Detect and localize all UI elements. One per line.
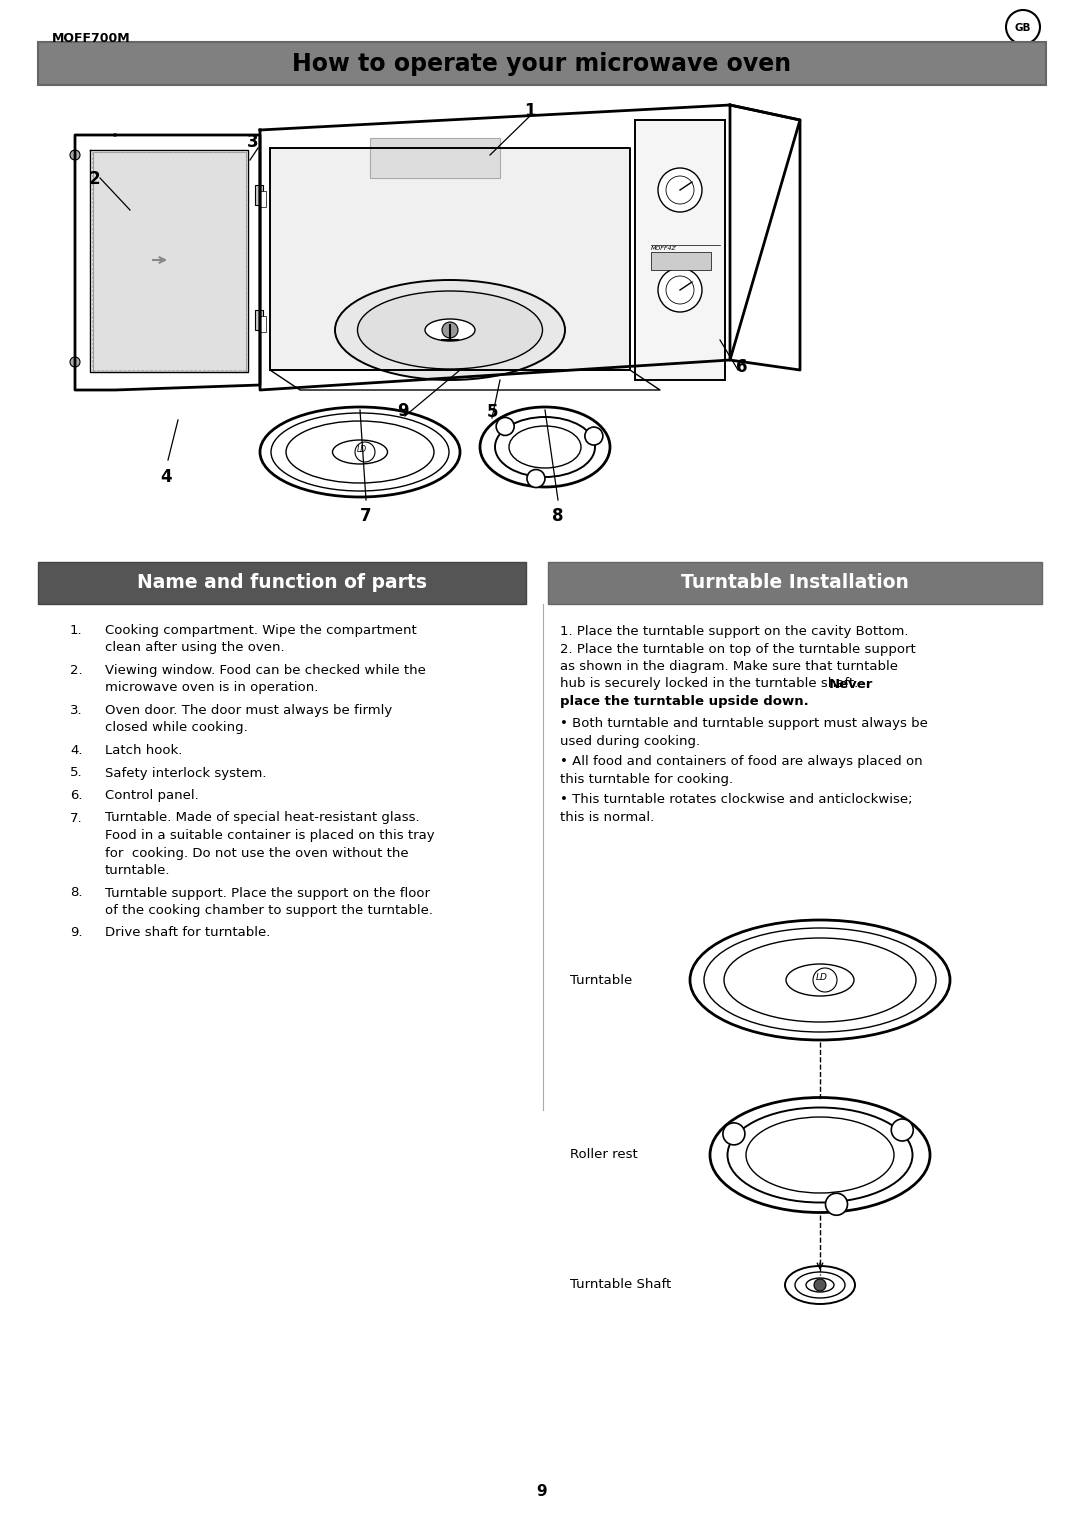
Text: MOFF700M: MOFF700M [52, 32, 131, 44]
Ellipse shape [495, 417, 595, 477]
Circle shape [585, 426, 603, 445]
Text: 7.: 7. [70, 811, 83, 825]
Ellipse shape [333, 440, 388, 465]
Text: this is normal.: this is normal. [561, 811, 654, 824]
Text: Food in a suitable container is placed on this tray: Food in a suitable container is placed o… [105, 830, 434, 842]
Text: Viewing window. Food can be checked while the: Viewing window. Food can be checked whil… [105, 665, 426, 677]
Text: Name and function of parts: Name and function of parts [137, 573, 427, 593]
Text: this turntable for cooking.: this turntable for cooking. [561, 773, 733, 785]
Text: Roller rest: Roller rest [570, 1149, 638, 1161]
Text: Turntable Shaft: Turntable Shaft [570, 1279, 672, 1291]
Text: place the turntable upside down.: place the turntable upside down. [561, 695, 809, 707]
Text: 5: 5 [486, 403, 498, 422]
Text: for  cooking. Do not use the oven without the: for cooking. Do not use the oven without… [105, 847, 408, 859]
Text: closed while cooking.: closed while cooking. [105, 721, 247, 735]
Text: Turntable. Made of special heat-resistant glass.: Turntable. Made of special heat-resistan… [105, 811, 420, 825]
FancyBboxPatch shape [38, 41, 1047, 86]
Text: How to operate your microwave oven: How to operate your microwave oven [293, 52, 792, 76]
Circle shape [527, 469, 545, 487]
Text: • Both turntable and turntable support must always be: • Both turntable and turntable support m… [561, 718, 928, 730]
Text: Turntable support. Place the support on the floor: Turntable support. Place the support on … [105, 886, 430, 900]
Text: used during cooking.: used during cooking. [561, 735, 700, 749]
Text: 8: 8 [552, 507, 564, 526]
Text: Oven door. The door must always be firmly: Oven door. The door must always be firml… [105, 704, 392, 717]
Circle shape [658, 168, 702, 212]
Text: Control panel.: Control panel. [105, 788, 199, 802]
Circle shape [496, 417, 514, 435]
FancyBboxPatch shape [651, 252, 711, 270]
Text: turntable.: turntable. [105, 863, 171, 877]
Ellipse shape [728, 1108, 913, 1203]
FancyBboxPatch shape [270, 148, 630, 370]
FancyBboxPatch shape [255, 310, 264, 330]
FancyBboxPatch shape [370, 138, 500, 177]
FancyBboxPatch shape [548, 562, 1042, 604]
Text: 8.: 8. [70, 886, 82, 900]
Text: 3: 3 [247, 133, 259, 151]
Text: 1.: 1. [70, 623, 83, 637]
Text: 6: 6 [737, 358, 747, 376]
Text: clean after using the oven.: clean after using the oven. [105, 642, 285, 654]
Text: microwave oven is in operation.: microwave oven is in operation. [105, 681, 319, 695]
Text: Cooking compartment. Wipe the compartment: Cooking compartment. Wipe the compartmen… [105, 623, 417, 637]
Text: Turntable Installation: Turntable Installation [681, 573, 909, 593]
Text: Drive shaft for turntable.: Drive shaft for turntable. [105, 926, 270, 940]
Text: 6.: 6. [70, 788, 82, 802]
Text: 7: 7 [361, 507, 372, 526]
Text: 2. Place the turntable on top of the turntable support: 2. Place the turntable on top of the tur… [561, 642, 916, 656]
FancyBboxPatch shape [635, 121, 725, 380]
Text: 2: 2 [89, 170, 99, 188]
Text: • All food and containers of food are always placed on: • All food and containers of food are al… [561, 755, 922, 769]
Text: Turntable: Turntable [570, 973, 632, 987]
Ellipse shape [785, 1267, 855, 1303]
Text: 1. Place the turntable support on the cavity Bottom.: 1. Place the turntable support on the ca… [561, 625, 908, 639]
Text: MOFF4Z: MOFF4Z [651, 246, 677, 251]
Text: 2.: 2. [70, 665, 83, 677]
Text: Never: Never [828, 677, 874, 691]
Circle shape [723, 1123, 745, 1144]
Circle shape [658, 267, 702, 312]
Text: hub is securely locked in the turntable shaft.: hub is securely locked in the turntable … [561, 677, 863, 691]
FancyBboxPatch shape [38, 562, 526, 604]
Text: LD: LD [356, 446, 367, 454]
Text: 4.: 4. [70, 744, 82, 756]
Ellipse shape [786, 964, 854, 996]
Text: GB: GB [1015, 23, 1031, 34]
Text: 9.: 9. [70, 926, 82, 940]
Text: • This turntable rotates clockwise and anticlockwise;: • This turntable rotates clockwise and a… [561, 793, 913, 807]
FancyBboxPatch shape [255, 185, 264, 205]
Ellipse shape [357, 290, 542, 368]
FancyBboxPatch shape [260, 191, 266, 206]
Circle shape [442, 322, 458, 338]
Ellipse shape [260, 406, 460, 497]
Ellipse shape [690, 920, 950, 1041]
Circle shape [891, 1118, 914, 1141]
Circle shape [814, 1279, 826, 1291]
Text: 4: 4 [160, 468, 172, 486]
Ellipse shape [710, 1097, 930, 1213]
Circle shape [813, 969, 837, 992]
Ellipse shape [509, 426, 581, 468]
Circle shape [825, 1193, 848, 1215]
Text: LD: LD [816, 972, 828, 981]
Text: 9: 9 [397, 402, 409, 420]
Circle shape [355, 442, 375, 461]
Text: 3.: 3. [70, 704, 83, 717]
Ellipse shape [746, 1117, 894, 1193]
Circle shape [70, 150, 80, 160]
FancyBboxPatch shape [260, 316, 266, 332]
Text: 5.: 5. [70, 767, 83, 779]
Text: Latch hook.: Latch hook. [105, 744, 183, 756]
Text: of the cooking chamber to support the turntable.: of the cooking chamber to support the tu… [105, 905, 433, 917]
Ellipse shape [480, 406, 610, 487]
Text: 9: 9 [537, 1485, 548, 1499]
Ellipse shape [426, 319, 475, 341]
FancyBboxPatch shape [93, 151, 246, 371]
Circle shape [70, 358, 80, 367]
Text: as shown in the diagram. Make sure that turntable: as shown in the diagram. Make sure that … [561, 660, 897, 672]
Text: Safety interlock system.: Safety interlock system. [105, 767, 267, 779]
Ellipse shape [335, 280, 565, 380]
Text: 1: 1 [524, 102, 536, 121]
